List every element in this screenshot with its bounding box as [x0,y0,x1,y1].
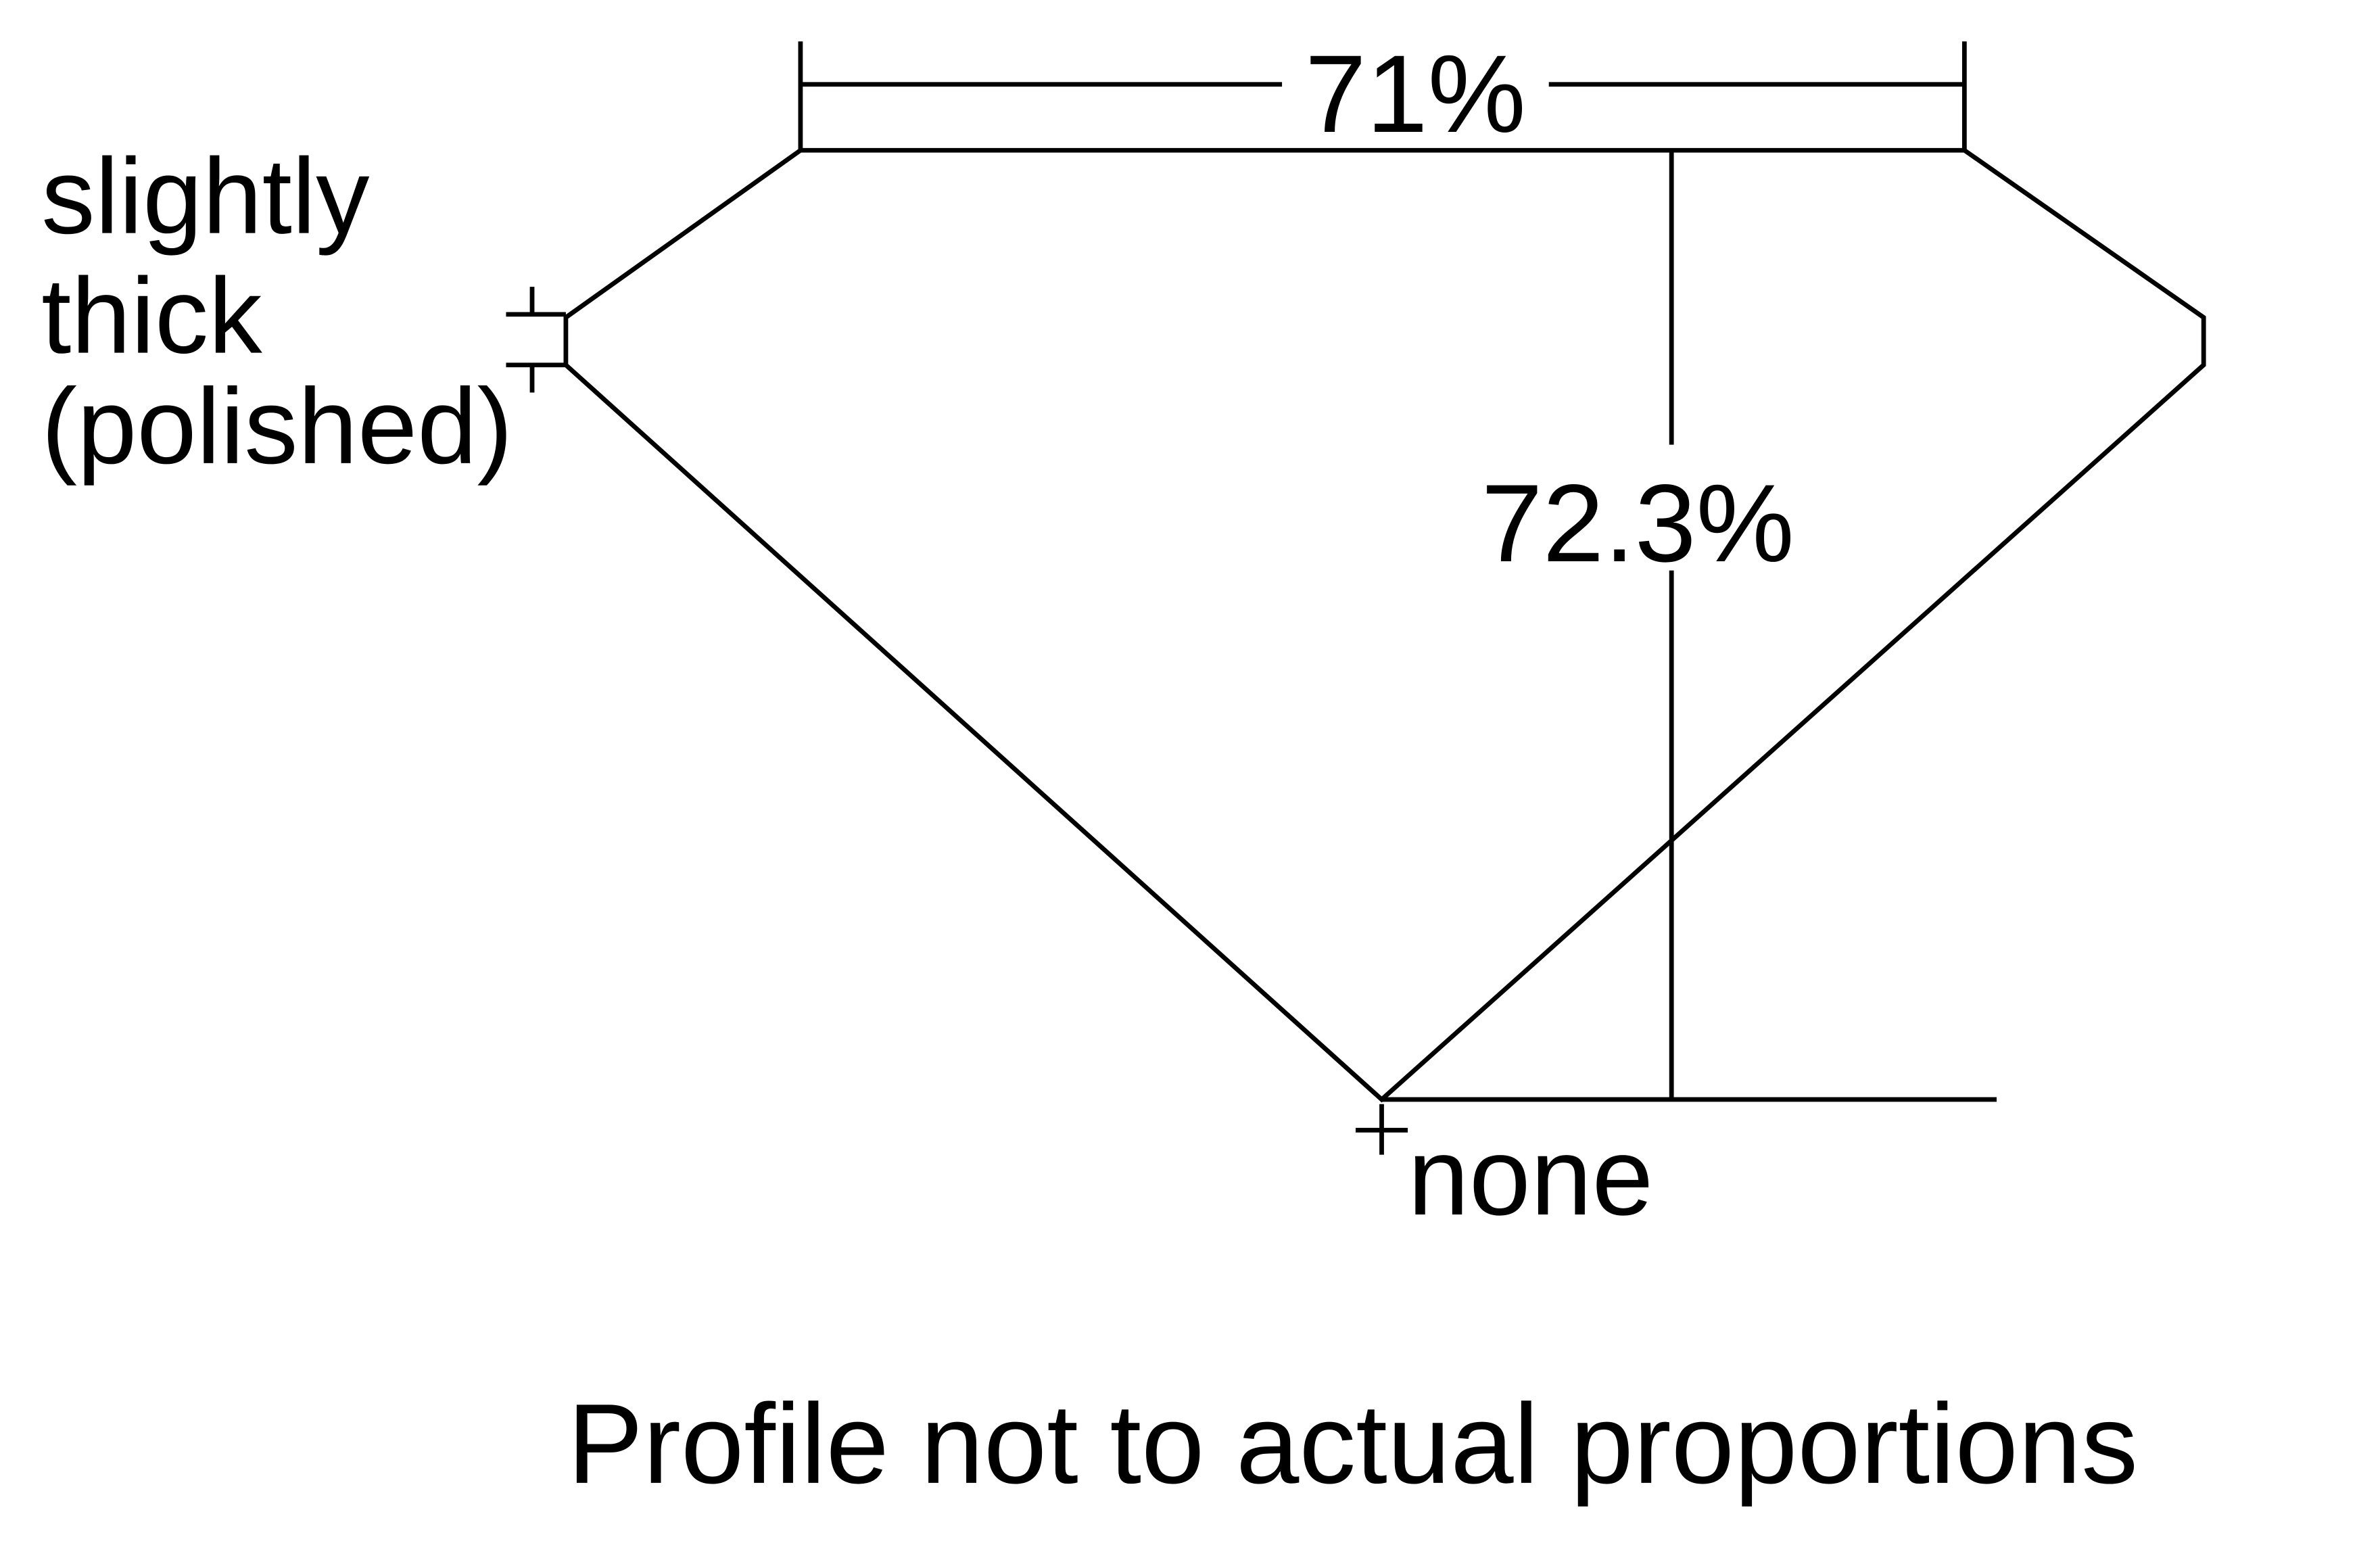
diamond-outline [563,147,2206,1103]
caption: Profile not to actual proportions [567,1380,2138,1507]
table-percent-label: 71% [1305,32,1526,156]
girdle-label-line-3: (polished) [41,366,513,486]
culet-label: none [1408,1114,1653,1238]
girdle-label-line-2: thick [41,256,262,376]
girdle-label-line-1: slightly [41,136,370,256]
depth-percent-label: 72.3% [1481,461,1794,585]
